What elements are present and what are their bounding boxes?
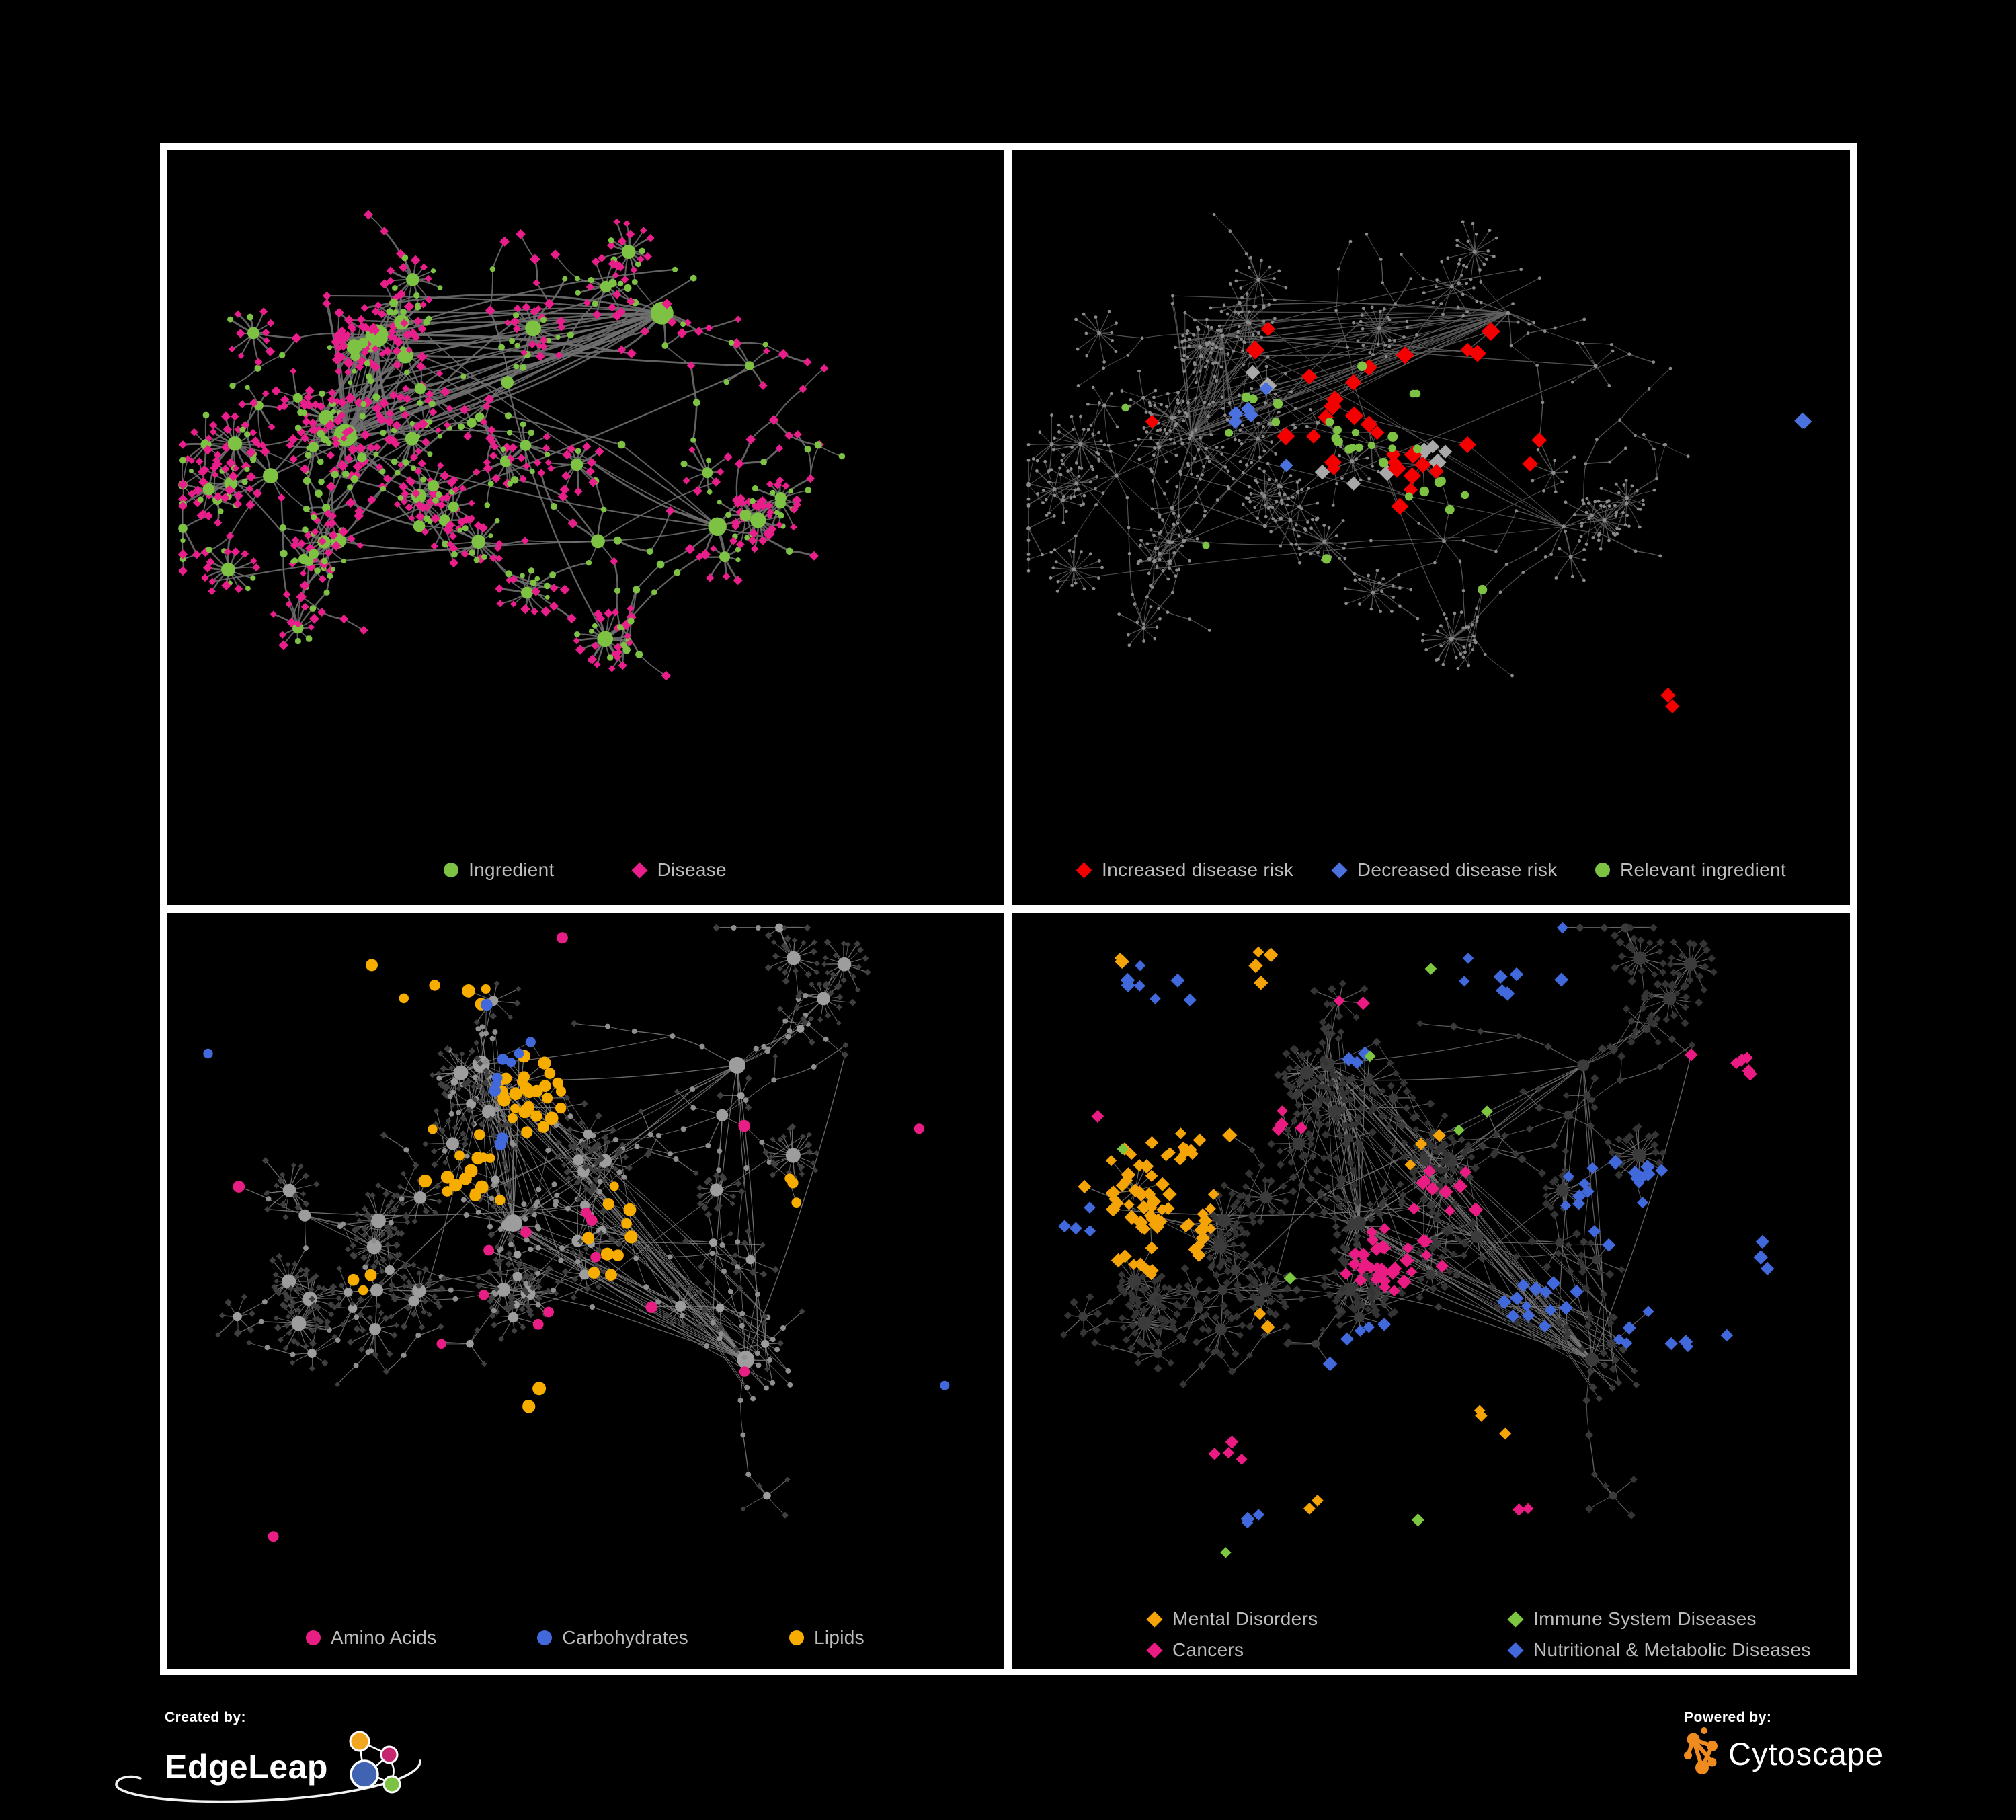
legend-item: Disease (631, 859, 727, 881)
legend-item: Decreased disease risk (1331, 859, 1558, 881)
legend-label: Disease (657, 859, 727, 880)
panel-divider-horizontal (167, 905, 1850, 913)
legend-ingredient-disease: Ingredient Disease (167, 859, 1004, 881)
powered-by-label: Powered by: (1684, 1710, 1772, 1725)
legend-circle-icon (444, 863, 459, 877)
legend-item: Immune System Diseases (1507, 1608, 1811, 1630)
legend-label: Immune System Diseases (1533, 1608, 1757, 1629)
legend-item: Lipids (789, 1627, 864, 1649)
created-by-label: Created by: (165, 1710, 247, 1725)
legend-disease-categories: Mental Disorders Immune System Diseases Ca… (1146, 1608, 1811, 1661)
panel-ingredient-disease: Ingredient Disease (167, 150, 1004, 905)
legend-label: Carbohydrates (562, 1627, 688, 1648)
legend-nutrient-classes: Amino Acids Carbohydrates Lipids (167, 1627, 1004, 1649)
legend-diamond-icon (1507, 1610, 1524, 1628)
legend-diamond-icon (1146, 1641, 1163, 1659)
cytoscape-logo-text: Cytoscape (1728, 1735, 1884, 1772)
legend-item: Carbohydrates (537, 1627, 688, 1649)
legend-item: Ingredient (444, 859, 555, 881)
legend-label: Mental Disorders (1172, 1608, 1318, 1629)
network-graph-nutrient-classes (203, 923, 950, 1542)
legend-diamond-icon (1076, 861, 1092, 879)
legend-diamond-icon (1146, 1610, 1163, 1628)
legend-item: Nutritional & Metabolic Diseases (1507, 1639, 1811, 1661)
panel-nutrient-classes: Amino Acids Carbohydrates Lipids (167, 913, 1004, 1669)
legend-item: Amino Acids (306, 1627, 436, 1649)
legend-item: Increased disease risk (1076, 859, 1293, 881)
legend-label: Lipids (813, 1627, 864, 1648)
legend-label: Ingredient (469, 859, 555, 880)
legend-item: Mental Disorders (1146, 1608, 1508, 1630)
network-graph-ingredient-disease (177, 210, 846, 681)
edgeleap-credit: Created by: EdgeLeap (115, 1710, 421, 1807)
edgeleap-logo-icon (349, 1731, 401, 1794)
legend-circle-icon (789, 1630, 804, 1645)
legend-circle-icon (306, 1630, 321, 1645)
legend-item: Cancers (1146, 1639, 1508, 1661)
legend-diamond-icon (1507, 1641, 1524, 1659)
legend-circle-icon (1595, 863, 1611, 877)
legend-label: Relevant ingredient (1620, 859, 1786, 880)
legend-label: Increased disease risk (1102, 859, 1294, 880)
panel-disease-risk: Increased disease risk Decreased disease … (1012, 150, 1850, 905)
network-graph-disease-categories (1058, 922, 1775, 1558)
legend-label: Decreased disease risk (1357, 859, 1558, 880)
legend-label: Nutritional & Metabolic Diseases (1533, 1639, 1811, 1660)
legend-diamond-icon (631, 861, 648, 879)
legend-diamond-icon (1331, 861, 1348, 879)
legend-label: Cancers (1172, 1639, 1244, 1660)
legend-label: Amino Acids (331, 1627, 437, 1648)
panels-frame: Ingredient Disease Increased disease risk… (160, 143, 1857, 1675)
panel-disease-categories: Mental Disorders Immune System Diseases Ca… (1012, 913, 1850, 1669)
legend-circle-icon (537, 1630, 553, 1645)
edgeleap-logo-text: EdgeLeap (165, 1748, 328, 1786)
legend-item: Relevant ingredient (1595, 859, 1786, 881)
network-graph-disease-risk (1026, 213, 1812, 713)
cytoscape-logo-icon (1684, 1727, 1718, 1774)
legend-disease-risk: Increased disease risk Decreased disease … (1012, 859, 1850, 881)
cytoscape-credit: Powered by: Cytoscape (1684, 1710, 1884, 1780)
